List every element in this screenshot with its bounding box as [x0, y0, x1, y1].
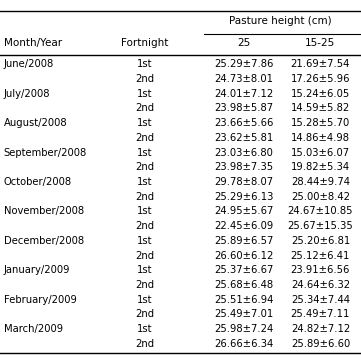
- Text: February/2009: February/2009: [4, 295, 77, 305]
- Text: November/2008: November/2008: [4, 207, 84, 217]
- Text: 23.98±7.35: 23.98±7.35: [214, 162, 273, 172]
- Text: 29.78±8.07: 29.78±8.07: [214, 177, 273, 187]
- Text: 23.98±5.87: 23.98±5.87: [214, 103, 273, 113]
- Text: 23.03±6.80: 23.03±6.80: [214, 147, 273, 158]
- Text: 26.66±6.34: 26.66±6.34: [214, 339, 273, 349]
- Text: 25.51±6.94: 25.51±6.94: [214, 295, 273, 305]
- Text: 2nd: 2nd: [135, 251, 154, 261]
- Text: Month/Year: Month/Year: [4, 38, 62, 48]
- Text: 2nd: 2nd: [135, 103, 154, 113]
- Text: 25.98±7.24: 25.98±7.24: [214, 324, 273, 334]
- Text: 25.00±8.42: 25.00±8.42: [291, 192, 350, 202]
- Text: 1st: 1st: [137, 265, 152, 275]
- Text: July/2008: July/2008: [4, 89, 50, 99]
- Text: Pasture height (cm): Pasture height (cm): [229, 16, 332, 25]
- Text: 24.73±8.01: 24.73±8.01: [214, 74, 273, 84]
- Text: 25.29±6.13: 25.29±6.13: [214, 192, 273, 202]
- Text: 2nd: 2nd: [135, 192, 154, 202]
- Text: 25.12±6.41: 25.12±6.41: [291, 251, 350, 261]
- Text: 25.89±6.60: 25.89±6.60: [291, 339, 350, 349]
- Text: 15.03±6.07: 15.03±6.07: [291, 147, 350, 158]
- Text: Fortnight: Fortnight: [121, 38, 168, 48]
- Text: 2nd: 2nd: [135, 339, 154, 349]
- Text: October/2008: October/2008: [4, 177, 72, 187]
- Text: 23.62±5.81: 23.62±5.81: [214, 133, 273, 143]
- Text: December/2008: December/2008: [4, 236, 84, 246]
- Text: 2nd: 2nd: [135, 309, 154, 319]
- Text: 1st: 1st: [137, 59, 152, 69]
- Text: 28.44±9.74: 28.44±9.74: [291, 177, 350, 187]
- Text: 19.82±5.34: 19.82±5.34: [291, 162, 350, 172]
- Text: 25.68±6.48: 25.68±6.48: [214, 280, 273, 290]
- Text: 23.66±5.66: 23.66±5.66: [214, 118, 273, 128]
- Text: January/2009: January/2009: [4, 265, 70, 275]
- Text: 2nd: 2nd: [135, 133, 154, 143]
- Text: 15.24±6.05: 15.24±6.05: [291, 89, 350, 99]
- Text: 25.89±6.57: 25.89±6.57: [214, 236, 273, 246]
- Text: 25.29±7.86: 25.29±7.86: [214, 59, 273, 69]
- Text: 14.59±5.82: 14.59±5.82: [291, 103, 350, 113]
- Text: 24.95±5.67: 24.95±5.67: [214, 207, 273, 217]
- Text: 2nd: 2nd: [135, 162, 154, 172]
- Text: 1st: 1st: [137, 236, 152, 246]
- Text: 1st: 1st: [137, 295, 152, 305]
- Text: 21.69±7.54: 21.69±7.54: [291, 59, 350, 69]
- Text: 15.28±5.70: 15.28±5.70: [291, 118, 350, 128]
- Text: 14.86±4.98: 14.86±4.98: [291, 133, 350, 143]
- Text: 2nd: 2nd: [135, 74, 154, 84]
- Text: August/2008: August/2008: [4, 118, 67, 128]
- Text: 2nd: 2nd: [135, 280, 154, 290]
- Text: 23.91±6.56: 23.91±6.56: [291, 265, 350, 275]
- Text: 25.20±6.81: 25.20±6.81: [291, 236, 350, 246]
- Text: September/2008: September/2008: [4, 147, 87, 158]
- Text: 15-25: 15-25: [305, 38, 335, 48]
- Text: 1st: 1st: [137, 324, 152, 334]
- Text: 25.67±15.35: 25.67±15.35: [287, 221, 353, 231]
- Text: 1st: 1st: [137, 89, 152, 99]
- Text: 25.37±6.67: 25.37±6.67: [214, 265, 273, 275]
- Text: 25.49±7.11: 25.49±7.11: [291, 309, 350, 319]
- Text: 1st: 1st: [137, 177, 152, 187]
- Text: 1st: 1st: [137, 207, 152, 217]
- Text: 25.34±7.44: 25.34±7.44: [291, 295, 350, 305]
- Text: 24.82±7.12: 24.82±7.12: [291, 324, 350, 334]
- Text: 25: 25: [237, 38, 250, 48]
- Text: 1st: 1st: [137, 147, 152, 158]
- Text: 17.26±5.96: 17.26±5.96: [291, 74, 350, 84]
- Text: 24.01±7.12: 24.01±7.12: [214, 89, 273, 99]
- Text: 2nd: 2nd: [135, 221, 154, 231]
- Text: 1st: 1st: [137, 118, 152, 128]
- Text: 26.60±6.12: 26.60±6.12: [214, 251, 273, 261]
- Text: June/2008: June/2008: [4, 59, 54, 69]
- Text: 24.67±10.85: 24.67±10.85: [288, 207, 353, 217]
- Text: March/2009: March/2009: [4, 324, 63, 334]
- Text: 25.49±7.01: 25.49±7.01: [214, 309, 273, 319]
- Text: 24.64±6.32: 24.64±6.32: [291, 280, 350, 290]
- Text: 22.45±6.09: 22.45±6.09: [214, 221, 273, 231]
